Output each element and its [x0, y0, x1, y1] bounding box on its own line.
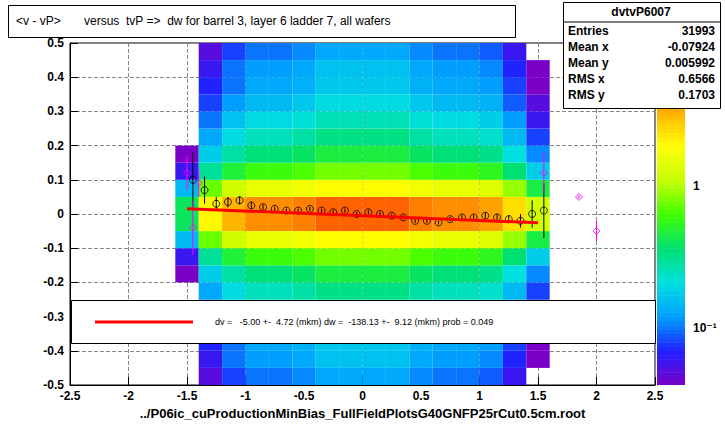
- svg-text:Mean x: Mean x: [568, 40, 609, 54]
- svg-text:31993: 31993: [682, 24, 716, 38]
- svg-text:dvtvP6007: dvtvP6007: [611, 5, 671, 19]
- svg-text:-0.5: -0.5: [43, 378, 64, 392]
- svg-text:-0.1: -0.1: [43, 241, 64, 255]
- svg-text:0.005992: 0.005992: [665, 56, 715, 70]
- svg-text:<v - vP> versus tvP =>: <v - vP> versus tvP => dw for barrel 3, …: [16, 14, 391, 28]
- svg-text:0.6566: 0.6566: [678, 72, 715, 86]
- svg-text:2.5: 2.5: [647, 389, 664, 403]
- svg-text:0: 0: [57, 207, 64, 221]
- svg-text:RMS y: RMS y: [568, 88, 605, 102]
- svg-text:-1: -1: [240, 389, 251, 403]
- svg-text:dv = -5.00 +- 4.72 (mkm) dw: dv = -5.00 +- 4.72 (mkm) dw = -138.13 +-…: [215, 317, 493, 327]
- svg-text:0.2: 0.2: [47, 139, 64, 153]
- svg-text:1.5: 1.5: [530, 389, 547, 403]
- svg-text:1: 1: [476, 389, 483, 403]
- svg-text:-1.5: -1.5: [177, 389, 198, 403]
- svg-text:-0.3: -0.3: [43, 310, 64, 324]
- svg-text:-0.4: -0.4: [43, 344, 64, 358]
- svg-text:2: 2: [593, 389, 600, 403]
- svg-text:0.3: 0.3: [47, 104, 64, 118]
- svg-text:0.5: 0.5: [413, 389, 430, 403]
- svg-text:-0.07924: -0.07924: [668, 40, 716, 54]
- svg-text:Mean y: Mean y: [568, 56, 609, 70]
- svg-text:-2: -2: [123, 389, 134, 403]
- svg-text:Entries: Entries: [568, 24, 609, 38]
- svg-text:RMS x: RMS x: [568, 72, 605, 86]
- svg-text:-0.2: -0.2: [43, 275, 64, 289]
- svg-text:0.1703: 0.1703: [678, 88, 715, 102]
- svg-text:0.5: 0.5: [47, 36, 64, 50]
- svg-text:0.4: 0.4: [47, 70, 64, 84]
- svg-text:../P06ic_cuProductionMinBias_F: ../P06ic_cuProductionMinBias_FullFieldPl…: [140, 406, 586, 421]
- svg-text:1: 1: [693, 179, 700, 193]
- svg-text:10⁻¹: 10⁻¹: [693, 321, 717, 335]
- svg-text:0: 0: [359, 389, 366, 403]
- svg-text:0.1: 0.1: [47, 173, 64, 187]
- svg-text:-2.5: -2.5: [60, 389, 81, 403]
- svg-text:-0.5: -0.5: [294, 389, 315, 403]
